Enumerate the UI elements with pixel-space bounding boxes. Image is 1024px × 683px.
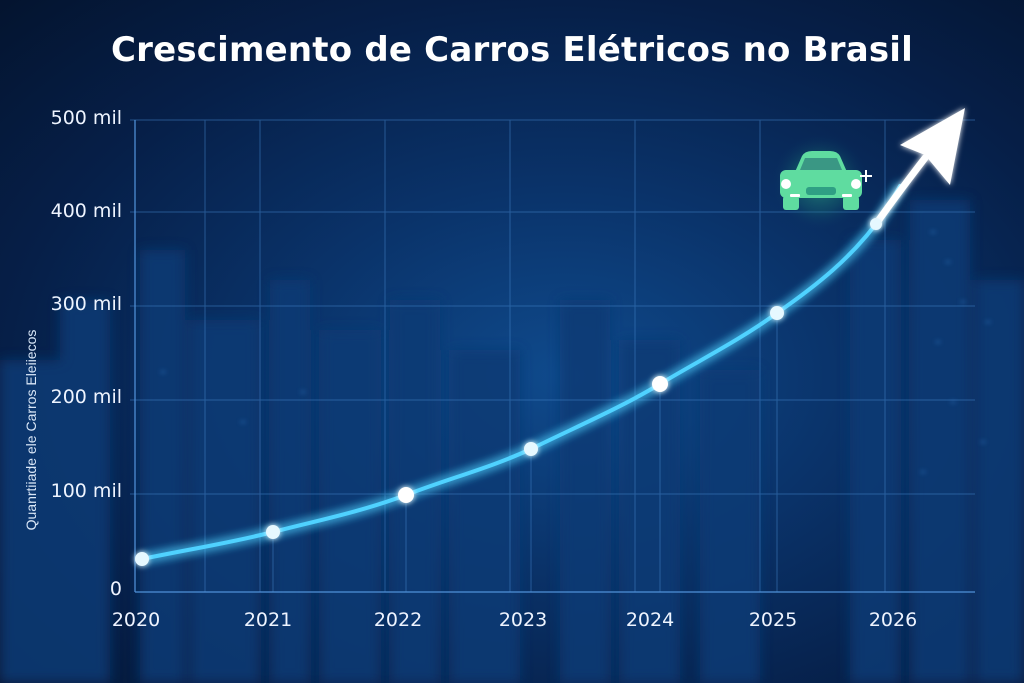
marker-2020: [135, 552, 149, 566]
x-tick-2026: 2026: [868, 609, 918, 631]
chart-title: Crescimento de Carros Elétricos no Brasi…: [110, 30, 914, 70]
x-tick-2020: 2020: [111, 609, 161, 631]
y-tick-300: 300 mil: [50, 293, 122, 315]
growth-arrow-icon: [872, 108, 965, 228]
data-markers: [135, 218, 882, 566]
x-tick-2022: 2022: [373, 609, 423, 631]
marker-2021: [266, 525, 280, 539]
x-tick-2021: 2021: [243, 609, 293, 631]
y-tick-500: 500 mil: [50, 107, 122, 129]
y-tick-400: 400 mil: [50, 200, 122, 222]
marker-2022: [398, 487, 414, 503]
marker-2023: [524, 442, 538, 456]
marker-2026: [870, 218, 882, 230]
y-tick-200: 200 mil: [50, 386, 122, 408]
y-tick-0: 0: [109, 578, 122, 600]
x-tick-2023: 2023: [498, 609, 548, 631]
x-tick-2024: 2024: [625, 609, 675, 631]
x-tick-2025: 2025: [748, 609, 798, 631]
y-tick-100: 100 mil: [50, 480, 122, 502]
data-line: [140, 184, 902, 561]
marker-2025: [770, 306, 784, 320]
marker-2024: [652, 376, 668, 392]
electric-car-icon: [772, 134, 872, 230]
